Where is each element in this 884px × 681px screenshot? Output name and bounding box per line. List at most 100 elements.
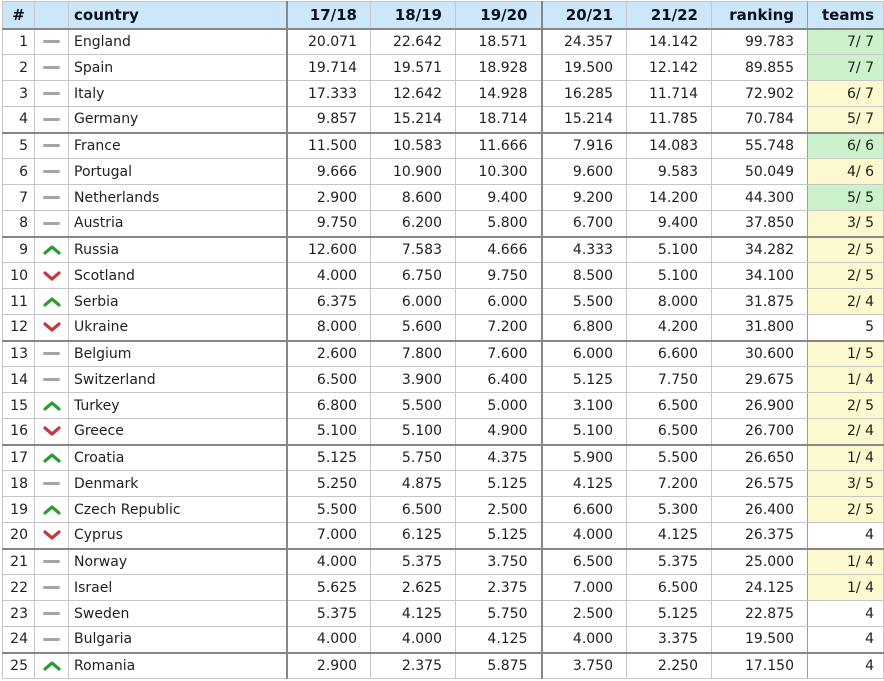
- trend-same-icon: [43, 352, 60, 356]
- season-19-20-cell: 10.300: [455, 158, 543, 185]
- season-21-22-cell: 7.750: [626, 366, 712, 393]
- table-row: 19 Czech Republic 5.500 6.500 2.500 6.60…: [2, 496, 884, 523]
- season-21-22-cell: 8.000: [626, 288, 712, 315]
- rank-cell: 13: [2, 340, 35, 367]
- trend-cell: [34, 496, 69, 523]
- season-21-22-cell: 6.500: [626, 418, 712, 446]
- season-19-20-cell: 18.571: [455, 28, 543, 55]
- trend-cell: [34, 106, 69, 134]
- season-21-22-cell: 6.500: [626, 574, 712, 601]
- season-19-20-cell: 11.666: [455, 132, 543, 159]
- season-19-20-cell: 5.125: [455, 522, 543, 550]
- table-row: 11 Serbia 6.375 6.000 6.000 5.500 8.000 …: [2, 288, 884, 315]
- teams-cell: 2/ 4: [807, 288, 884, 315]
- season-20-21-cell: 24.357: [541, 28, 627, 55]
- season-17-18-cell: 6.800: [286, 392, 371, 419]
- country-cell: Denmark: [68, 470, 288, 497]
- season-17-18-cell: 5.250: [286, 470, 371, 497]
- season-21-22-cell: 5.100: [626, 262, 712, 289]
- season-19-20-cell: 5.750: [455, 600, 543, 627]
- season-19-20-cell: 5.875: [455, 652, 543, 679]
- season-19-20-cell: 4.375: [455, 444, 543, 471]
- header-season-19-20: 19/20: [455, 1, 543, 30]
- ranking-cell: 99.783: [711, 28, 808, 55]
- season-21-22-cell: 14.200: [626, 184, 712, 211]
- season-19-20-cell: 7.200: [455, 314, 543, 342]
- season-19-20-cell: 4.666: [455, 236, 543, 263]
- trend-cell: [34, 340, 69, 367]
- table-row: 3 Italy 17.333 12.642 14.928 16.285 11.7…: [2, 80, 884, 107]
- teams-cell: 2/ 5: [807, 262, 884, 289]
- trend-cell: [34, 314, 69, 342]
- trend-cell: [34, 444, 69, 471]
- country-cell: Netherlands: [68, 184, 288, 211]
- rank-cell: 22: [2, 574, 35, 601]
- header-country: country: [68, 1, 288, 30]
- rank-cell: 3: [2, 80, 35, 107]
- table-row: 24 Bulgaria 4.000 4.000 4.125 4.000 3.37…: [2, 626, 884, 654]
- ranking-cell: 30.600: [711, 340, 808, 367]
- ranking-cell: 72.902: [711, 80, 808, 107]
- trend-down-icon: [42, 270, 61, 281]
- table-row: 25 Romania 2.900 2.375 5.875 3.750 2.250…: [2, 652, 884, 679]
- season-18-19-cell: 2.375: [370, 652, 456, 679]
- trend-cell: [34, 210, 69, 238]
- rank-cell: 23: [2, 600, 35, 627]
- table-row: 23 Sweden 5.375 4.125 5.750 2.500 5.125 …: [2, 600, 884, 627]
- rank-cell: 14: [2, 366, 35, 393]
- season-20-21-cell: 6.500: [541, 548, 627, 575]
- season-18-19-cell: 5.100: [370, 418, 456, 446]
- season-18-19-cell: 6.000: [370, 288, 456, 315]
- ranking-cell: 26.700: [711, 418, 808, 446]
- teams-cell: 1/ 4: [807, 366, 884, 393]
- season-18-19-cell: 5.600: [370, 314, 456, 342]
- season-18-19-cell: 12.642: [370, 80, 456, 107]
- season-21-22-cell: 5.375: [626, 548, 712, 575]
- header-trend: [34, 1, 69, 30]
- ranking-cell: 34.100: [711, 262, 808, 289]
- season-18-19-cell: 6.125: [370, 522, 456, 550]
- teams-cell: 2/ 4: [807, 418, 884, 446]
- trend-same-icon: [43, 170, 60, 173]
- season-17-18-cell: 8.000: [286, 314, 371, 342]
- season-18-19-cell: 5.375: [370, 548, 456, 575]
- season-18-19-cell: 5.750: [370, 444, 456, 471]
- season-21-22-cell: 2.250: [626, 652, 712, 679]
- season-17-18-cell: 19.714: [286, 54, 371, 81]
- season-17-18-cell: 7.000: [286, 522, 371, 550]
- trend-cell: [34, 366, 69, 393]
- rank-cell: 8: [2, 210, 35, 238]
- ranking-cell: 34.282: [711, 236, 808, 263]
- season-17-18-cell: 5.125: [286, 444, 371, 471]
- table-row: 18 Denmark 5.250 4.875 5.125 4.125 7.200…: [2, 470, 884, 497]
- ranking-cell: 55.748: [711, 132, 808, 159]
- season-21-22-cell: 5.500: [626, 444, 712, 471]
- season-18-19-cell: 4.000: [370, 626, 456, 654]
- country-cell: Belgium: [68, 340, 288, 367]
- teams-cell: 4: [807, 626, 884, 654]
- trend-cell: [34, 54, 69, 81]
- season-19-20-cell: 2.500: [455, 496, 543, 523]
- table-row: 17 Croatia 5.125 5.750 4.375 5.900 5.500…: [2, 444, 884, 471]
- season-21-22-cell: 3.375: [626, 626, 712, 654]
- season-20-21-cell: 5.900: [541, 444, 627, 471]
- table-row: 15 Turkey 6.800 5.500 5.000 3.100 6.500 …: [2, 392, 884, 419]
- season-18-19-cell: 10.900: [370, 158, 456, 185]
- table-row: 6 Portugal 9.666 10.900 10.300 9.600 9.5…: [2, 158, 884, 185]
- season-19-20-cell: 18.928: [455, 54, 543, 81]
- season-20-21-cell: 5.125: [541, 366, 627, 393]
- trend-cell: [34, 132, 69, 159]
- country-cell: Czech Republic: [68, 496, 288, 523]
- rank-cell: 15: [2, 392, 35, 419]
- table-row: 8 Austria 9.750 6.200 5.800 6.700 9.400 …: [2, 210, 884, 238]
- season-21-22-cell: 5.100: [626, 236, 712, 263]
- season-18-19-cell: 8.600: [370, 184, 456, 211]
- trend-up-icon: [42, 661, 61, 671]
- season-21-22-cell: 11.714: [626, 80, 712, 107]
- country-cell: Russia: [68, 236, 288, 263]
- rank-cell: 2: [2, 54, 35, 81]
- trend-cell: [34, 548, 69, 575]
- ranking-cell: 89.855: [711, 54, 808, 81]
- trend-cell: [34, 574, 69, 601]
- season-20-21-cell: 4.333: [541, 236, 627, 263]
